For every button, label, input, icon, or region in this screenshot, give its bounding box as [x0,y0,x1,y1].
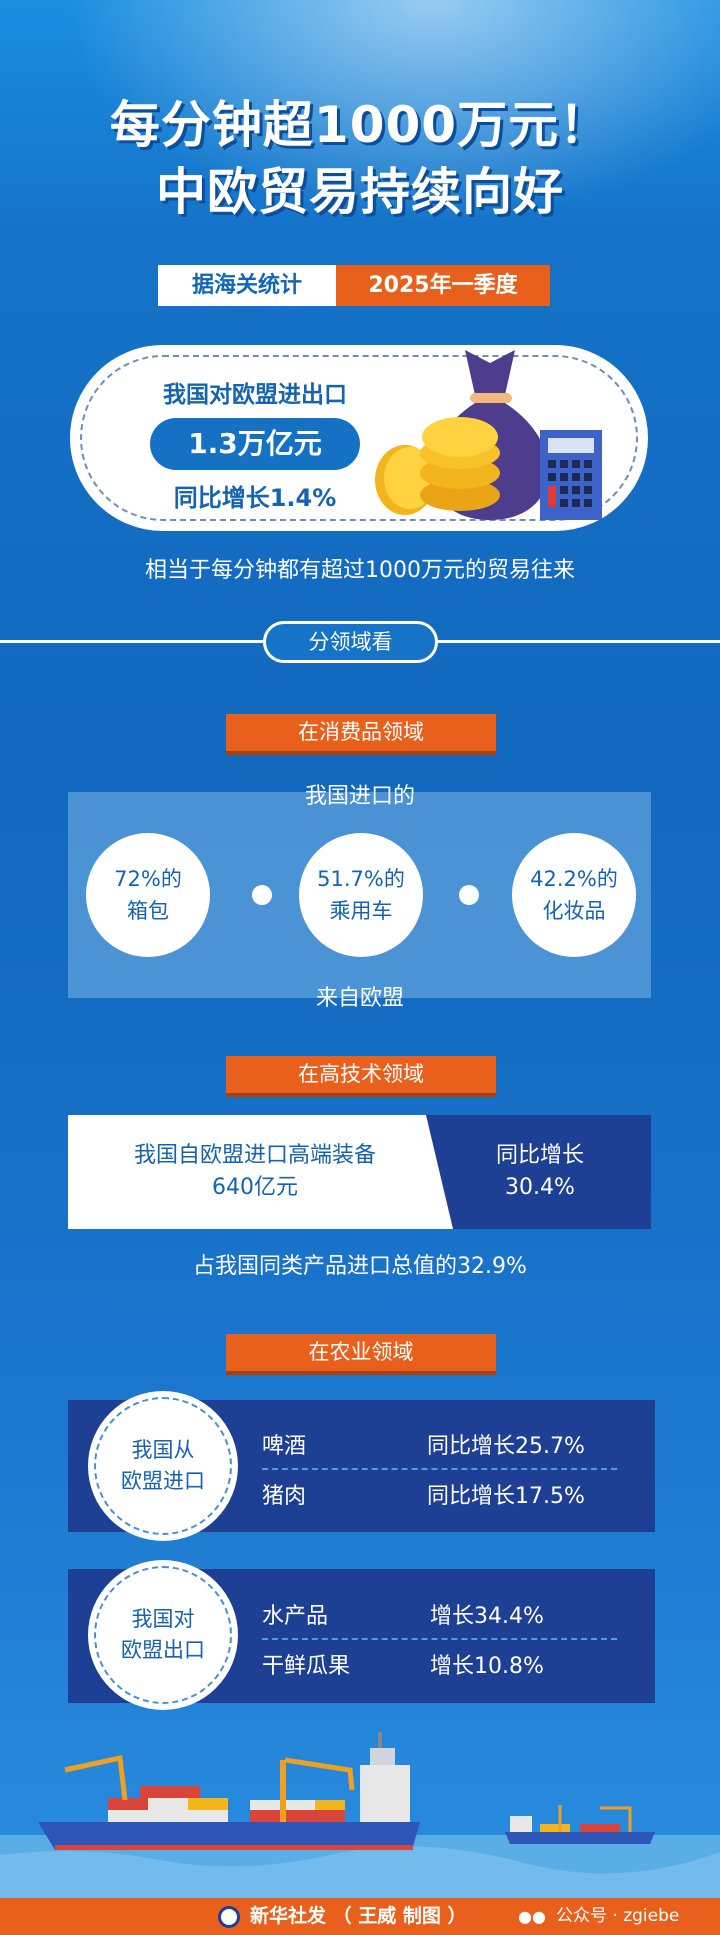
wechat-icon: ●● [518,1907,546,1926]
hightech-amount: 640亿元 [212,1175,298,1200]
calculator-icon [540,430,602,520]
summary-growth: 同比增长1.4% [173,484,337,512]
xinhua-logo-icon [218,1906,240,1928]
consumer-banner: 在消费品领域 [226,714,496,751]
export-value: 增长10.8% [430,1654,544,1679]
label: 我国对 [131,1607,195,1631]
growth-label: 同比增长 [495,1143,584,1168]
label: 欧盟进口 [121,1469,205,1493]
hightech-line1: 我国自欧盟进口高端装备 [133,1143,376,1168]
separator-dot [459,885,479,905]
row-divider [262,1468,617,1470]
label: 欧盟出口 [121,1638,205,1662]
label: 我国从 [131,1438,195,1462]
import-item: 啤酒 [262,1434,307,1459]
cargo-ships-illustration [0,1732,720,1900]
summary-label: 我国对欧盟进出口 [163,382,347,408]
money-bag-icon [375,350,602,520]
import-value: 同比增长17.5% [427,1484,585,1509]
coins-icon [375,417,500,515]
consumer-bottom-text: 来自欧盟 [315,986,404,1011]
hightech-note: 占我国同类产品进口总值的32.9% [193,1254,527,1279]
item-name: 化妆品 [542,899,606,923]
source-badge: 据海关统计 [158,265,336,306]
item-pct: 72%的 [114,867,182,891]
export-value: 增长34.4% [430,1604,544,1629]
import-value: 同比增长25.7% [427,1434,585,1459]
hightech-banner: 在高技术领域 [226,1056,496,1093]
consumer-item: 51.7%的 乘用车 [299,833,423,957]
row-divider [262,1638,617,1640]
export-item: 干鲜瓜果 [262,1654,351,1679]
separator-dot [252,885,272,905]
consumer-item: 72%的箱包 [86,833,210,957]
agri-export-circle: 我国对 欧盟出口 [88,1560,238,1710]
consumer-item: 42.2%的 化妆品 [512,833,636,957]
large-ship-icon [38,1732,420,1850]
consumer-top-text: 我国进口的 [304,784,415,809]
agri-import-circle: 我国从 欧盟进口 [88,1391,238,1541]
hightech-white-part [68,1115,453,1229]
light-rays [0,0,720,260]
period-badge: 2025年一季度 [336,265,550,306]
watermark-text: 公众号 · zgiebe [556,1906,680,1926]
footer: 新华社发 （ 王威 制图 ） ●● 公众号 · zgiebe [0,1898,720,1935]
item-pct: 51.7%的 [317,867,405,891]
title-line1: 每分钟超1000万元！ [109,96,611,154]
growth-value: 30.4% [505,1175,575,1200]
by-sector-label: 分领域看 [263,621,438,663]
item-name: 乘用车 [329,899,393,923]
item-pct: 42.2%的 [530,867,618,891]
summary-card-border [80,355,638,521]
export-item: 水产品 [262,1604,329,1629]
import-item: 猪肉 [262,1484,307,1509]
hightech-text: 我国自欧盟进口高端装备 640亿元 [90,1140,420,1204]
hightech-growth: 同比增长 30.4% [455,1140,625,1204]
small-ship-icon [505,1805,655,1844]
credit-text: 新华社发 （ 王威 制图 ） [250,1905,467,1927]
title-line2: 中欧贸易持续向好 [156,163,564,221]
summary-amount: 1.3万亿元 [150,418,360,470]
summary-note: 相当于每分钟都有超过1000万元的贸易往来 [145,558,575,583]
item-name: 箱包 [127,899,169,923]
agri-banner: 在农业领域 [226,1334,496,1371]
